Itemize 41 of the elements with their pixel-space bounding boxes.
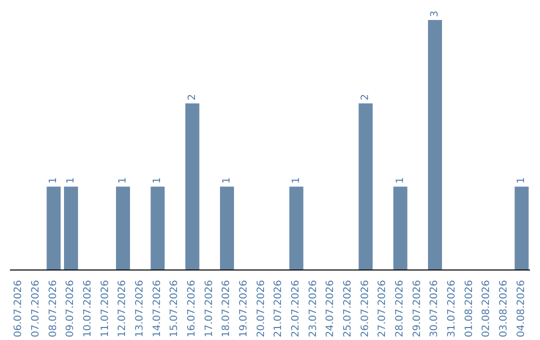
x-tick-label: 27.07.2026 xyxy=(377,280,388,338)
x-tick-label: 14.07.2026 xyxy=(152,280,163,338)
x-tick-label: 29.07.2026 xyxy=(412,280,423,338)
data-label: 2 xyxy=(360,94,372,100)
x-tick-label: 19.07.2026 xyxy=(238,280,250,338)
data-label: 1 xyxy=(66,177,76,184)
x-tick-label: 30.07.2026 xyxy=(429,280,440,338)
data-label: 1 xyxy=(222,177,232,184)
data-label: 2 xyxy=(186,94,198,100)
x-tick-label: 07.07.2026 xyxy=(30,280,42,338)
x-tick-label: 16.07.2026 xyxy=(186,280,198,338)
x-tick-label: 31.07.2026 xyxy=(446,280,458,338)
x-tick-label: 21.07.2026 xyxy=(273,280,284,338)
data-label: 1 xyxy=(48,177,60,184)
x-tick-label: 18.07.2026 xyxy=(221,280,232,338)
x-tick-label: 26.07.2026 xyxy=(360,280,371,338)
x-tick-label: 10.07.2026 xyxy=(82,280,94,338)
data-label: 3 xyxy=(430,10,440,17)
x-tick-label: 25.07.2026 xyxy=(342,280,354,338)
x-tick-label: 20.07.2026 xyxy=(256,280,267,338)
x-tick-label: 22.07.2026 xyxy=(290,280,302,338)
x-tick-label: 03.08.2026 xyxy=(498,280,510,338)
x-tick-label: 02.08.2026 xyxy=(481,280,492,338)
x-tick-label: 11.07.2026 xyxy=(100,280,111,338)
data-label: 1 xyxy=(290,177,302,184)
x-tick-label: 08.07.2026 xyxy=(48,280,59,338)
x-tick-label: 24.07.2026 xyxy=(325,280,336,338)
x-tick-label: 06.07.2026 xyxy=(13,280,24,338)
x-tick-label: 01.08.2026 xyxy=(464,280,475,338)
data-label: 1 xyxy=(516,177,528,184)
x-tick-label: 15.07.2026 xyxy=(169,280,180,338)
data-label: 1 xyxy=(152,177,164,184)
x-tick-label: 12.07.2026 xyxy=(117,280,128,338)
x-tick-label: 28.07.2026 xyxy=(394,280,406,338)
data-label: 1 xyxy=(394,177,406,184)
x-tick-label: 04.08.2026 xyxy=(516,280,527,338)
x-tick-label: 23.07.2026 xyxy=(308,280,319,338)
x-tick-label: 13.07.2026 xyxy=(134,280,146,338)
data-label: 1 xyxy=(118,177,128,184)
x-tick-label: 17.07.2026 xyxy=(204,280,215,338)
x-tick-label: 09.07.2026 xyxy=(65,280,76,338)
